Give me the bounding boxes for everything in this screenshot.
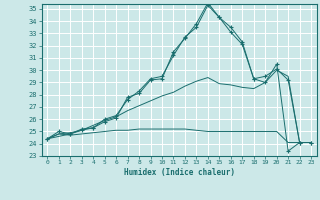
X-axis label: Humidex (Indice chaleur): Humidex (Indice chaleur) bbox=[124, 168, 235, 177]
